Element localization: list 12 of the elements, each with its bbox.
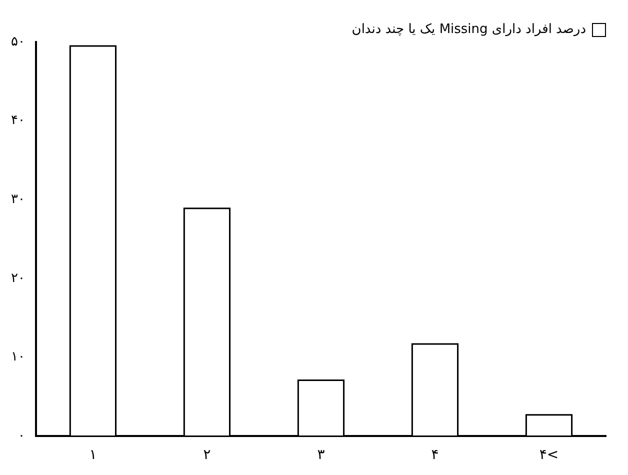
y-tick-label: ۱۰ bbox=[10, 350, 25, 365]
y-tick-label: ۵۰ bbox=[10, 34, 25, 50]
x-tick-label: ۴< bbox=[539, 447, 559, 464]
y-tick-label: ۰ bbox=[18, 428, 25, 444]
y-tick-label: ۴۰ bbox=[10, 113, 25, 128]
y-tick-label: ۲۰ bbox=[10, 270, 25, 286]
x-tick-label: ۱ bbox=[89, 447, 97, 464]
x-tick-label: ۲ bbox=[203, 447, 211, 464]
x-tick-label: ۳ bbox=[317, 447, 326, 464]
x-tick-label: ۴ bbox=[431, 447, 439, 464]
text: درصد افراد دارای Missing یک یا چند دندان bbox=[352, 22, 586, 37]
y-tick-label: ۳۰ bbox=[10, 192, 25, 208]
